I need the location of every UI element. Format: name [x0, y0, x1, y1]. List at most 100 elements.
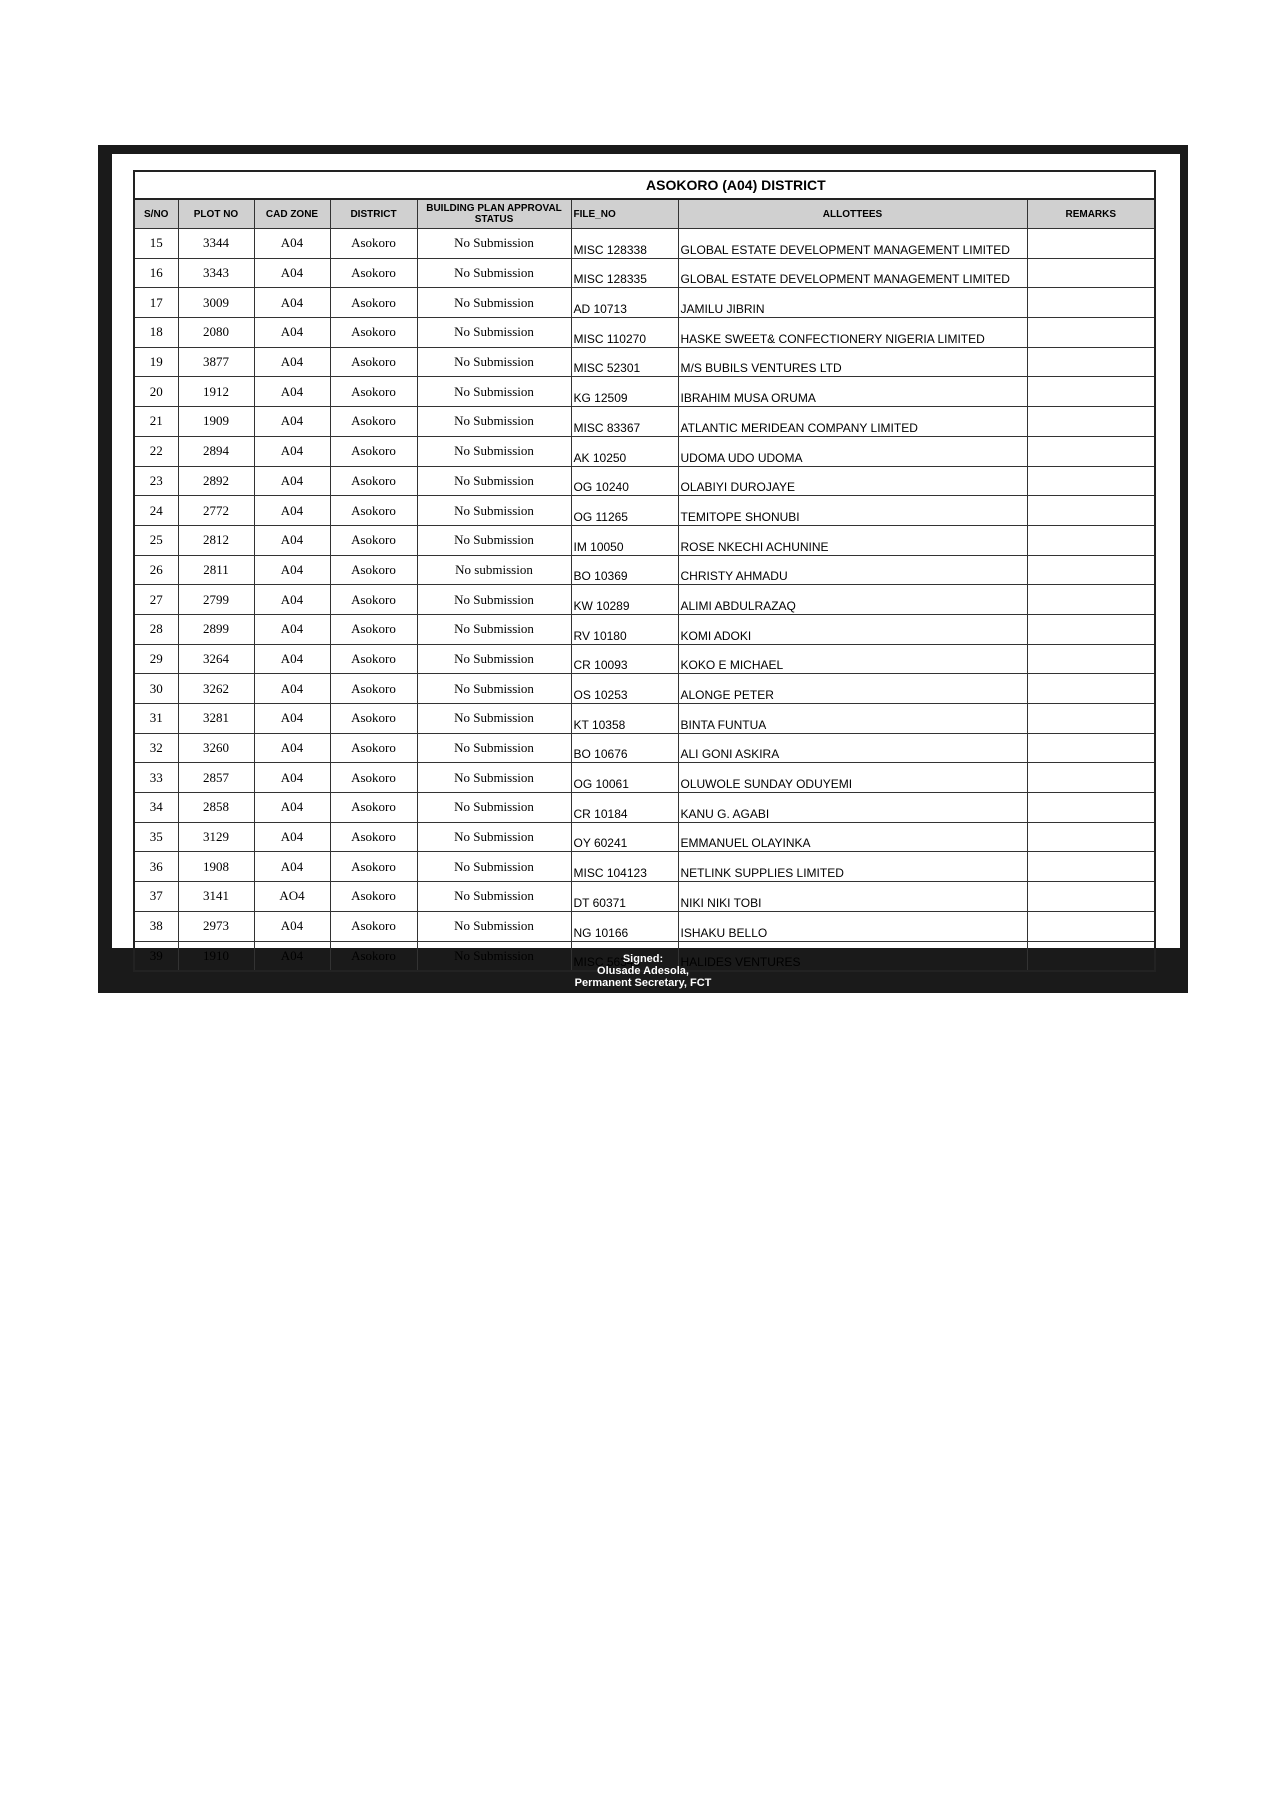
table-cell: MISC 128335: [570, 257, 679, 289]
table-cell: MISC 110270: [570, 317, 679, 348]
table-cell: 2080: [177, 317, 255, 348]
table-cell: NIKI NIKI TOBI: [677, 881, 1028, 912]
table-cell: EMMANUEL OLAYINKA: [677, 821, 1028, 853]
table-cell: MISC 52301: [570, 346, 679, 378]
table-cell: UDOMA UDO UDOMA: [677, 435, 1028, 467]
table-cell: 27: [133, 584, 179, 615]
table-cell: 39: [133, 940, 179, 972]
table-cell: [1026, 465, 1156, 497]
signature-line: Olusade Adesola,: [597, 965, 689, 977]
table-row: 35 3129 A04 Asokoro No Submission OY 60241 EMM…: [133, 821, 1156, 853]
table-cell: BO 10676: [570, 732, 679, 764]
column-header: PLOT NO: [177, 198, 255, 229]
table-row: 32 3260 A04 Asokoro No Submission BO 10676 ALI…: [133, 732, 1156, 764]
table-row: 31 3281 A04 Asokoro No Submission KT 10358 BIN…: [133, 703, 1156, 734]
table-cell: No submission: [416, 554, 572, 586]
table-cell: TEMITOPE SHONUBI: [677, 495, 1028, 526]
table-row: 23 2892 A04 Asokoro No Submission OG 10240 OLA…: [133, 465, 1156, 497]
table-cell: 2973: [177, 910, 255, 942]
column-header: DISTRICT: [329, 198, 418, 229]
table-cell: A04: [253, 495, 331, 526]
table-cell: Asokoro: [329, 613, 418, 645]
table-cell: RV 10180: [570, 613, 679, 645]
table-row: 19 3877 A04 Asokoro No Submission MISC 52301 M…: [133, 346, 1156, 378]
table-cell: 3141: [177, 881, 255, 912]
table-cell: OG 11265: [570, 495, 679, 526]
table-cell: 30: [133, 673, 179, 704]
table-cell: ALIMI ABDULRAZAQ: [677, 584, 1028, 615]
table-cell: No Submission: [416, 851, 572, 883]
table-cell: MISC 83367: [570, 406, 679, 437]
table-cell: Asokoro: [329, 435, 418, 467]
table-row: 30 3262 A04 Asokoro No Submission OS 10253 ALO…: [133, 673, 1156, 704]
table-cell: BINTA FUNTUA: [677, 703, 1028, 734]
table-cell: KOKO E MICHAEL: [677, 643, 1028, 675]
table-cell: OLUWOLE SUNDAY ODUYEMI: [677, 762, 1028, 794]
table-cell: A04: [253, 228, 331, 259]
table-row: 27 2799 A04 Asokoro No Submission KW 10289 ALI…: [133, 584, 1156, 615]
table-row: 17 3009 A04 Asokoro No Submission AD 10713 JAM…: [133, 287, 1156, 319]
table-cell: 19: [133, 346, 179, 378]
table-cell: 22: [133, 435, 179, 467]
table-cell: Asokoro: [329, 643, 418, 675]
table-cell: A04: [253, 851, 331, 883]
table-cell: A04: [253, 465, 331, 497]
signature-line: Signed:: [622, 953, 664, 965]
table-cell: [1026, 287, 1156, 319]
table-cell: DT 60371: [570, 881, 679, 912]
table-cell: A04: [253, 584, 331, 615]
table-cell: No Submission: [416, 584, 572, 615]
table-cell: No Submission: [416, 821, 572, 853]
table-cell: Asokoro: [329, 703, 418, 734]
table-cell: 3877: [177, 346, 255, 378]
table-cell: KG 12509: [570, 376, 679, 408]
table-cell: 37: [133, 881, 179, 912]
table-cell: [1026, 673, 1156, 704]
table-cell: [1026, 524, 1156, 556]
table-cell: 2899: [177, 613, 255, 645]
table-cell: Asokoro: [329, 940, 418, 972]
table-cell: [1026, 317, 1156, 348]
table-cell: Asokoro: [329, 524, 418, 556]
table-cell: A04: [253, 317, 331, 348]
table-cell: Asokoro: [329, 376, 418, 408]
column-header: FILE_NO: [570, 198, 679, 229]
table-row: 33 2857 A04 Asokoro No Submission OG 10061 OLU…: [133, 762, 1156, 794]
table-cell: [1026, 228, 1156, 259]
table-cell: Asokoro: [329, 465, 418, 497]
table-row: 26 2811 A04 Asokoro No submission BO 10369 CHR…: [133, 554, 1156, 586]
table-cell: A04: [253, 613, 331, 645]
table-cell: Asokoro: [329, 673, 418, 704]
document-sheet: ASOKORO (A04) DISTRICT S/NO PLOT NO CAD ZO…: [112, 154, 1180, 973]
table-row: 16 3343 A04 Asokoro No Submission MISC 128335…: [133, 257, 1156, 289]
table-cell: No Submission: [416, 257, 572, 289]
table-cell: KW 10289: [570, 584, 679, 615]
table-cell: JAMILU JIBRIN: [677, 287, 1028, 319]
table-cell: A04: [253, 703, 331, 734]
table-cell: Asokoro: [329, 851, 418, 883]
table-cell: [1026, 881, 1156, 912]
table-cell: [1026, 762, 1156, 794]
table-cell: No Submission: [416, 762, 572, 794]
table-cell: 34: [133, 792, 179, 823]
table-cell: 2811: [177, 554, 255, 586]
table-cell: OLABIYI DUROJAYE: [677, 465, 1028, 497]
table-cell: AD 10713: [570, 287, 679, 319]
table-row: 38 2973 A04 Asokoro No Submission NG 10166 ISH…: [133, 910, 1156, 942]
table-cell: 38: [133, 910, 179, 942]
table-cell: 1908: [177, 851, 255, 883]
table-cell: No Submission: [416, 435, 572, 467]
table-cell: 28: [133, 613, 179, 645]
table-cell: No Submission: [416, 613, 572, 645]
table-cell: OG 10061: [570, 762, 679, 794]
table-cell: No Submission: [416, 317, 572, 348]
table-cell: 33: [133, 762, 179, 794]
table-cell: 36: [133, 851, 179, 883]
table-cell: Asokoro: [329, 346, 418, 378]
table-cell: No Submission: [416, 673, 572, 704]
table-cell: A04: [253, 346, 331, 378]
table-cell: No Submission: [416, 376, 572, 408]
table-cell: No Submission: [416, 524, 572, 556]
table-cell: Asokoro: [329, 881, 418, 912]
table-cell: A04: [253, 821, 331, 853]
